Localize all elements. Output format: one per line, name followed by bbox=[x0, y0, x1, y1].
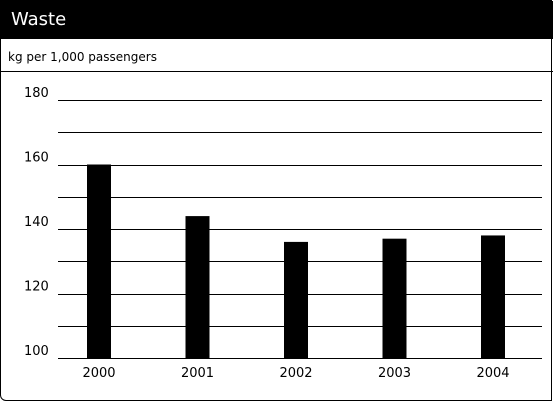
bar bbox=[185, 216, 210, 358]
x-tick-label: 2000 bbox=[82, 366, 115, 381]
title-bar: Waste bbox=[1, 1, 553, 39]
y-tick-label: 100 bbox=[24, 344, 49, 359]
chart-subtitle: kg per 1,000 passengers bbox=[8, 50, 157, 64]
bar bbox=[87, 164, 111, 358]
gridlines bbox=[58, 100, 542, 359]
y-tick-label: 160 bbox=[24, 151, 49, 166]
x-tick-label: 2003 bbox=[378, 366, 411, 381]
y-tick-label: 120 bbox=[24, 280, 49, 295]
x-tick-label: 2004 bbox=[476, 366, 509, 381]
x-tick-label: 2001 bbox=[181, 366, 214, 381]
bar bbox=[481, 235, 505, 358]
x-tick-label: 2002 bbox=[279, 366, 312, 381]
x-axis-labels: 2000 2001 2002 2003 2004 bbox=[82, 366, 509, 381]
y-tick-label: 140 bbox=[24, 215, 49, 230]
y-tick-label: 180 bbox=[24, 86, 49, 101]
chart-title: Waste bbox=[11, 9, 67, 30]
divider bbox=[1, 71, 553, 72]
y-axis-labels: 100 120 140 160 180 bbox=[24, 86, 49, 359]
bars bbox=[87, 164, 505, 358]
bar bbox=[284, 241, 308, 358]
bar bbox=[382, 238, 407, 358]
